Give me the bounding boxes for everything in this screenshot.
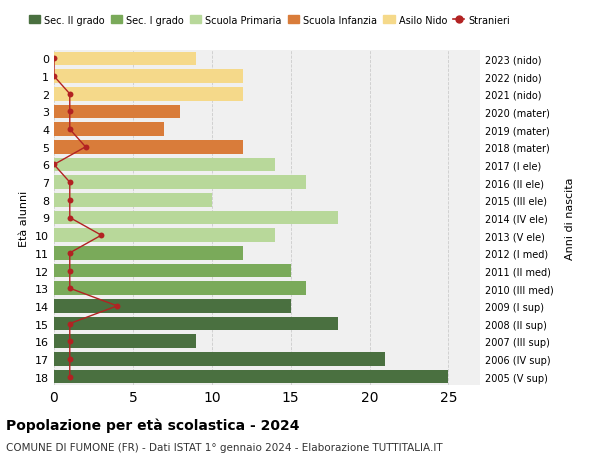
Bar xyxy=(54,123,164,137)
Bar xyxy=(54,70,244,84)
Point xyxy=(65,267,74,274)
Bar xyxy=(54,176,307,190)
Text: COMUNE DI FUMONE (FR) - Dati ISTAT 1° gennaio 2024 - Elaborazione TUTTITALIA.IT: COMUNE DI FUMONE (FR) - Dati ISTAT 1° ge… xyxy=(6,442,443,452)
Point xyxy=(49,56,59,63)
Point xyxy=(49,162,59,169)
Legend: Sec. II grado, Sec. I grado, Scuola Primaria, Scuola Infanzia, Asilo Nido, Stran: Sec. II grado, Sec. I grado, Scuola Prim… xyxy=(25,12,514,29)
Bar xyxy=(54,194,212,207)
Point xyxy=(65,320,74,328)
Point xyxy=(65,250,74,257)
Bar xyxy=(54,158,275,172)
Bar xyxy=(54,52,196,66)
Point xyxy=(65,179,74,186)
Point xyxy=(97,232,106,239)
Point xyxy=(112,302,122,310)
Point xyxy=(65,214,74,222)
Point xyxy=(65,338,74,345)
Bar xyxy=(54,299,290,313)
Point xyxy=(65,355,74,363)
Bar xyxy=(54,370,448,384)
Bar xyxy=(54,264,290,278)
Point xyxy=(65,91,74,98)
Y-axis label: Età alunni: Età alunni xyxy=(19,190,29,246)
Bar xyxy=(54,246,244,260)
Point xyxy=(49,73,59,81)
Text: Popolazione per età scolastica - 2024: Popolazione per età scolastica - 2024 xyxy=(6,418,299,432)
Point xyxy=(81,144,91,151)
Point xyxy=(65,285,74,292)
Point xyxy=(65,373,74,381)
Bar xyxy=(54,140,244,154)
Bar xyxy=(54,282,307,296)
Point xyxy=(65,197,74,204)
Bar xyxy=(54,335,196,348)
Bar xyxy=(54,105,180,119)
Point xyxy=(65,126,74,134)
Bar xyxy=(54,229,275,242)
Bar xyxy=(54,211,338,225)
Point xyxy=(65,108,74,116)
Bar xyxy=(54,88,244,101)
Y-axis label: Anni di nascita: Anni di nascita xyxy=(565,177,575,259)
Bar xyxy=(54,352,385,366)
Bar xyxy=(54,317,338,331)
